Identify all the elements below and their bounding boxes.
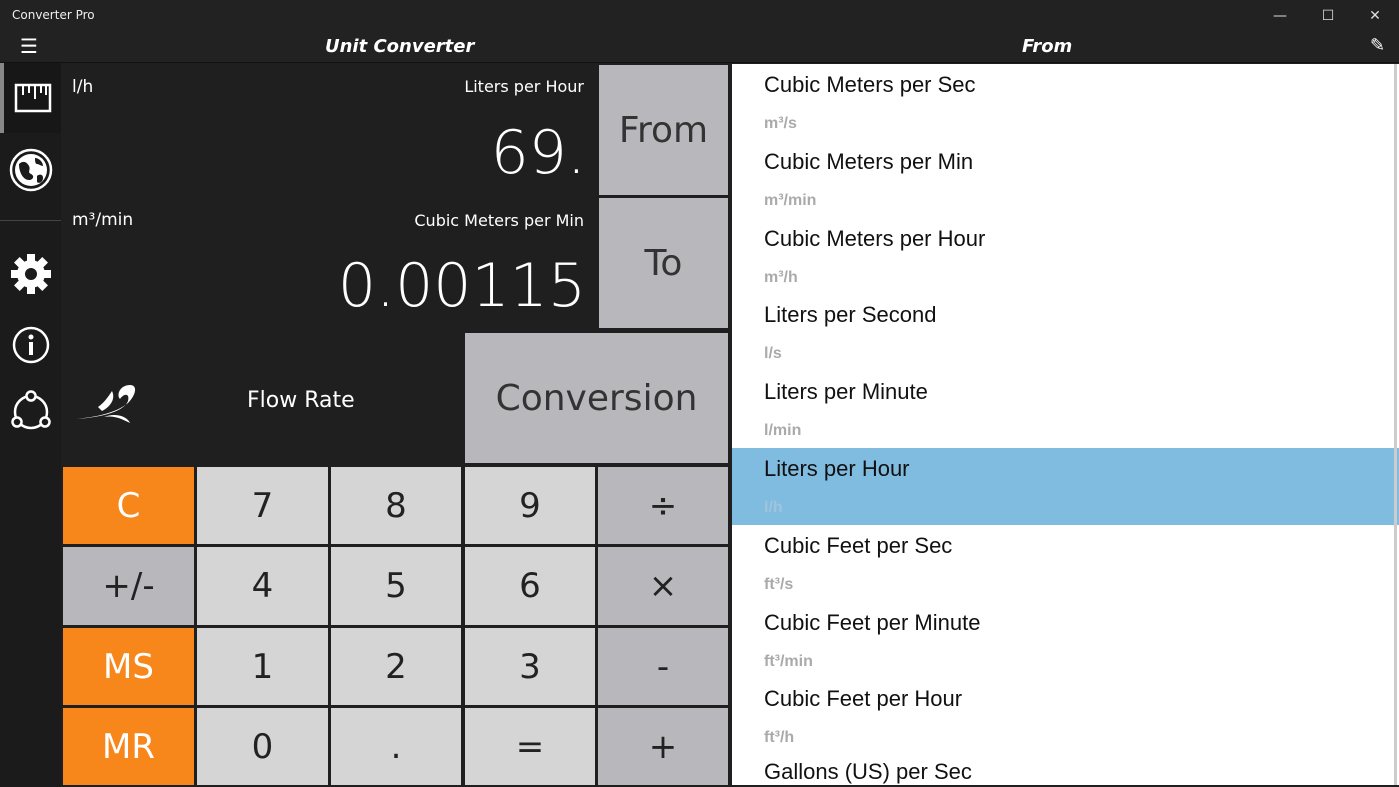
digit-3-key[interactable]: 3 (465, 628, 595, 705)
unit-name: Cubic Feet per Sec (764, 532, 953, 558)
unit-list-item[interactable]: Liters per Hour l/h (732, 448, 1399, 525)
sidebar-item-currency[interactable] (0, 135, 61, 205)
unit-name: Cubic Meters per Min (764, 148, 974, 174)
from-button[interactable]: From (599, 65, 728, 195)
unit-name: Liters per Second (764, 302, 937, 328)
scrollbar[interactable] (1394, 64, 1397, 785)
digit-0-key[interactable]: 0 (197, 708, 328, 785)
app-title: Converter Pro (12, 8, 95, 22)
clear-key[interactable]: C (63, 467, 194, 544)
flow-rate-icon (76, 385, 136, 423)
digit-4-key[interactable]: 4 (197, 547, 328, 625)
digit-6-key[interactable]: 6 (465, 547, 595, 625)
unit-name: Cubic Feet per Hour (764, 686, 963, 712)
maximize-button[interactable]: ☐ (1321, 7, 1335, 24)
unit-name: Liters per Hour (764, 456, 910, 481)
memory-recall-key[interactable]: MR (63, 708, 194, 785)
unit-name: Cubic Meters per Sec (764, 72, 976, 97)
unit-name: Gallons (US) per Sec (764, 759, 972, 785)
unit-list[interactable]: Cubic Meters per Sec m³/s Cubic Meters per… (732, 64, 1399, 785)
from-value: 69. (490, 118, 586, 188)
unit-name: Cubic Feet per Minute (764, 609, 981, 635)
to-unit-name: Cubic Meters per Min (414, 211, 584, 230)
unit-abbr: ft³/min (764, 652, 813, 670)
unit-abbr: l/s (764, 345, 782, 363)
to-button[interactable]: To (599, 198, 728, 328)
sidebar-item-about[interactable] (0, 310, 61, 380)
unit-abbr: l/min (764, 422, 802, 440)
digit-7-key[interactable]: 7 (197, 467, 328, 544)
info-icon (12, 326, 49, 364)
list-title: From (1022, 36, 1073, 57)
pen-icon[interactable]: ✎ (1370, 35, 1386, 56)
from-unit-abbr: l/h (72, 77, 94, 97)
decimal-key[interactable]: . (331, 708, 461, 785)
unit-list-item[interactable]: Cubic Meters per Hour m³/h (732, 218, 1399, 295)
close-button[interactable]: ✕ (1369, 7, 1381, 24)
minimize-button[interactable]: — (1273, 7, 1287, 24)
multiply-key[interactable]: × (598, 547, 728, 625)
unit-list-item[interactable]: Cubic Feet per Minute ft³/min (732, 602, 1399, 679)
memory-store-key[interactable]: MS (63, 628, 194, 705)
category-label[interactable]: Flow Rate (247, 388, 355, 413)
page-title: Unit Converter (325, 36, 475, 57)
unit-abbr: ft³/h (764, 729, 795, 747)
title-bar: Converter Pro — ☐ ✕ (0, 0, 1399, 31)
sidebar (0, 63, 61, 787)
sidebar-divider (0, 220, 61, 221)
gear-icon (10, 254, 51, 294)
digit-9-key[interactable]: 9 (465, 467, 595, 544)
unit-abbr: m³/h (764, 268, 798, 286)
unit-list-item[interactable]: Liters per Second l/s (732, 294, 1399, 371)
add-key[interactable]: + (598, 708, 728, 785)
digit-1-key[interactable]: 1 (197, 628, 328, 705)
unit-abbr: l/h (764, 499, 783, 516)
sidebar-item-settings[interactable] (0, 239, 61, 309)
sidebar-item-share[interactable] (0, 377, 61, 447)
digit-8-key[interactable]: 8 (331, 467, 461, 544)
to-unit-abbr: m³/min (72, 210, 134, 230)
unit-list-item[interactable]: Liters per Minute l/min (732, 371, 1399, 448)
subtract-key[interactable]: - (598, 628, 728, 705)
unit-list-item[interactable]: Cubic Feet per Sec ft³/s (732, 525, 1399, 602)
from-unit-name: Liters per Hour (464, 77, 584, 96)
globe-icon (9, 148, 52, 192)
digit-2-key[interactable]: 2 (331, 628, 461, 705)
unit-abbr: m³/s (764, 115, 797, 132)
negate-key[interactable]: +/- (63, 547, 194, 625)
divide-key[interactable]: ÷ (598, 467, 728, 544)
hamburger-menu-icon[interactable]: ☰ (20, 34, 38, 58)
unit-list-item[interactable]: Cubic Meters per Min m³/min (732, 141, 1399, 218)
ruler-icon (14, 83, 51, 113)
unit-abbr: m³/min (764, 191, 817, 209)
conversion-button[interactable]: Conversion (465, 333, 728, 463)
unit-list-item[interactable]: Cubic Meters per Sec m³/s (732, 64, 1399, 141)
unit-name: Cubic Meters per Hour (764, 225, 986, 251)
equals-key[interactable]: = (465, 708, 595, 785)
unit-abbr: ft³/s (764, 575, 794, 593)
sidebar-item-unit-converter[interactable] (0, 63, 61, 133)
unit-list-item[interactable]: Cubic Feet per Hour ft³/h (732, 678, 1399, 755)
digit-5-key[interactable]: 5 (331, 547, 461, 625)
unit-list-item[interactable]: Gallons (US) per Sec (732, 755, 1399, 785)
unit-name: Liters per Minute (764, 379, 928, 405)
header: ☰ Unit Converter From ✎ (0, 31, 1399, 63)
to-value: 0.00115 (337, 251, 586, 321)
share-icon (10, 390, 51, 430)
